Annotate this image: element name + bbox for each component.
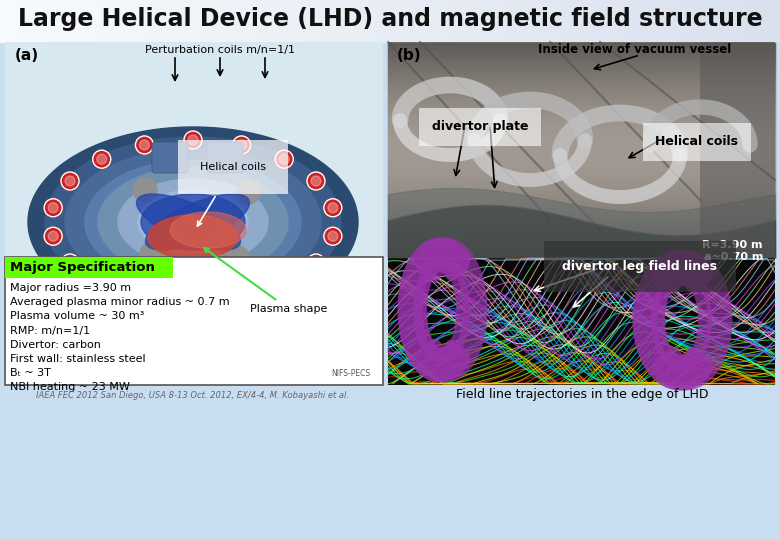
Text: (a): (a) xyxy=(15,48,39,63)
FancyBboxPatch shape xyxy=(210,355,245,375)
Text: divertor plate: divertor plate xyxy=(432,120,528,133)
Circle shape xyxy=(136,136,154,154)
Circle shape xyxy=(184,131,202,149)
FancyBboxPatch shape xyxy=(175,355,210,375)
Circle shape xyxy=(133,178,157,202)
Circle shape xyxy=(279,280,289,290)
Circle shape xyxy=(307,254,325,272)
Text: Inside view of vacuum vessel: Inside view of vacuum vessel xyxy=(538,43,732,56)
Circle shape xyxy=(188,299,198,309)
Circle shape xyxy=(61,254,79,272)
FancyBboxPatch shape xyxy=(207,142,243,173)
Circle shape xyxy=(61,172,79,190)
Text: First wall: stainless steel: First wall: stainless steel xyxy=(10,354,146,364)
Polygon shape xyxy=(65,149,321,295)
Text: divertor leg field lines: divertor leg field lines xyxy=(562,260,718,273)
Circle shape xyxy=(232,136,250,154)
Circle shape xyxy=(324,227,342,245)
Text: Large Helical Device (LHD) and magnetic field structure: Large Helical Device (LHD) and magnetic … xyxy=(18,7,762,31)
Text: Divertor: carbon: Divertor: carbon xyxy=(10,340,101,350)
Circle shape xyxy=(279,154,289,164)
Circle shape xyxy=(140,294,150,304)
Polygon shape xyxy=(85,160,301,284)
Polygon shape xyxy=(98,167,288,277)
FancyBboxPatch shape xyxy=(5,257,383,385)
FancyBboxPatch shape xyxy=(140,355,175,375)
Polygon shape xyxy=(45,137,341,307)
Polygon shape xyxy=(28,127,358,317)
Text: (b): (b) xyxy=(397,48,422,63)
FancyBboxPatch shape xyxy=(117,257,163,293)
Circle shape xyxy=(311,258,321,268)
Polygon shape xyxy=(146,194,250,250)
Circle shape xyxy=(93,150,111,168)
Text: ⊥: ⊥ xyxy=(345,358,353,368)
Text: NIFS-PECS: NIFS-PECS xyxy=(331,369,370,378)
Text: Perturbation coils m/n=1/1: Perturbation coils m/n=1/1 xyxy=(145,45,295,55)
FancyBboxPatch shape xyxy=(5,257,173,278)
Text: R=3.90 m
a~0.70 m: R=3.90 m a~0.70 m xyxy=(703,240,763,261)
Circle shape xyxy=(140,240,170,270)
FancyBboxPatch shape xyxy=(388,257,775,385)
Text: RMP: m/n=1/1: RMP: m/n=1/1 xyxy=(10,326,90,335)
Text: NBI heating ~ 23 MW: NBI heating ~ 23 MW xyxy=(10,382,130,393)
Text: Bₜ ~ 3T: Bₜ ~ 3T xyxy=(10,368,51,378)
FancyBboxPatch shape xyxy=(700,42,775,257)
Circle shape xyxy=(184,295,202,313)
Circle shape xyxy=(44,199,62,217)
Text: Plasma volume ~ 30 m³: Plasma volume ~ 30 m³ xyxy=(10,312,144,321)
Circle shape xyxy=(48,202,58,213)
Circle shape xyxy=(65,258,75,268)
Circle shape xyxy=(236,294,246,304)
FancyBboxPatch shape xyxy=(237,259,283,295)
FancyBboxPatch shape xyxy=(388,42,775,257)
Text: Averaged plasma minor radius ~ 0.7 m: Averaged plasma minor radius ~ 0.7 m xyxy=(10,297,229,307)
Polygon shape xyxy=(141,194,245,250)
FancyBboxPatch shape xyxy=(340,349,358,377)
Circle shape xyxy=(275,276,293,294)
Circle shape xyxy=(65,176,75,186)
Circle shape xyxy=(136,290,154,308)
Circle shape xyxy=(328,202,338,213)
Circle shape xyxy=(44,227,62,245)
Text: Helical coils: Helical coils xyxy=(197,162,266,226)
Circle shape xyxy=(97,280,107,290)
FancyBboxPatch shape xyxy=(5,42,383,385)
Polygon shape xyxy=(170,212,246,248)
Circle shape xyxy=(236,180,260,204)
Circle shape xyxy=(232,290,250,308)
Circle shape xyxy=(236,140,246,150)
Circle shape xyxy=(275,150,293,168)
Circle shape xyxy=(93,276,111,294)
Circle shape xyxy=(220,245,250,275)
Circle shape xyxy=(307,172,325,190)
Polygon shape xyxy=(138,190,248,254)
Polygon shape xyxy=(148,215,238,259)
Circle shape xyxy=(324,199,342,217)
Circle shape xyxy=(97,154,107,164)
Text: Field line trajectories in the edge of LHD: Field line trajectories in the edge of L… xyxy=(456,388,708,401)
Text: Major Specification: Major Specification xyxy=(10,261,155,274)
Circle shape xyxy=(328,231,338,241)
FancyBboxPatch shape xyxy=(152,142,188,173)
Circle shape xyxy=(188,135,198,145)
Text: Helical coils: Helical coils xyxy=(655,135,738,148)
Polygon shape xyxy=(136,194,240,250)
Circle shape xyxy=(311,176,321,186)
Text: IAEA FEC 2012 San Diego, USA 8-13 Oct. 2012, EX/4-4, M. Kobayashi et al.: IAEA FEC 2012 San Diego, USA 8-13 Oct. 2… xyxy=(36,391,349,400)
Text: Major radius =3.90 m: Major radius =3.90 m xyxy=(10,283,131,293)
Polygon shape xyxy=(118,179,268,265)
Circle shape xyxy=(140,140,150,150)
Text: Plasma shape: Plasma shape xyxy=(204,248,328,314)
Circle shape xyxy=(48,231,58,241)
